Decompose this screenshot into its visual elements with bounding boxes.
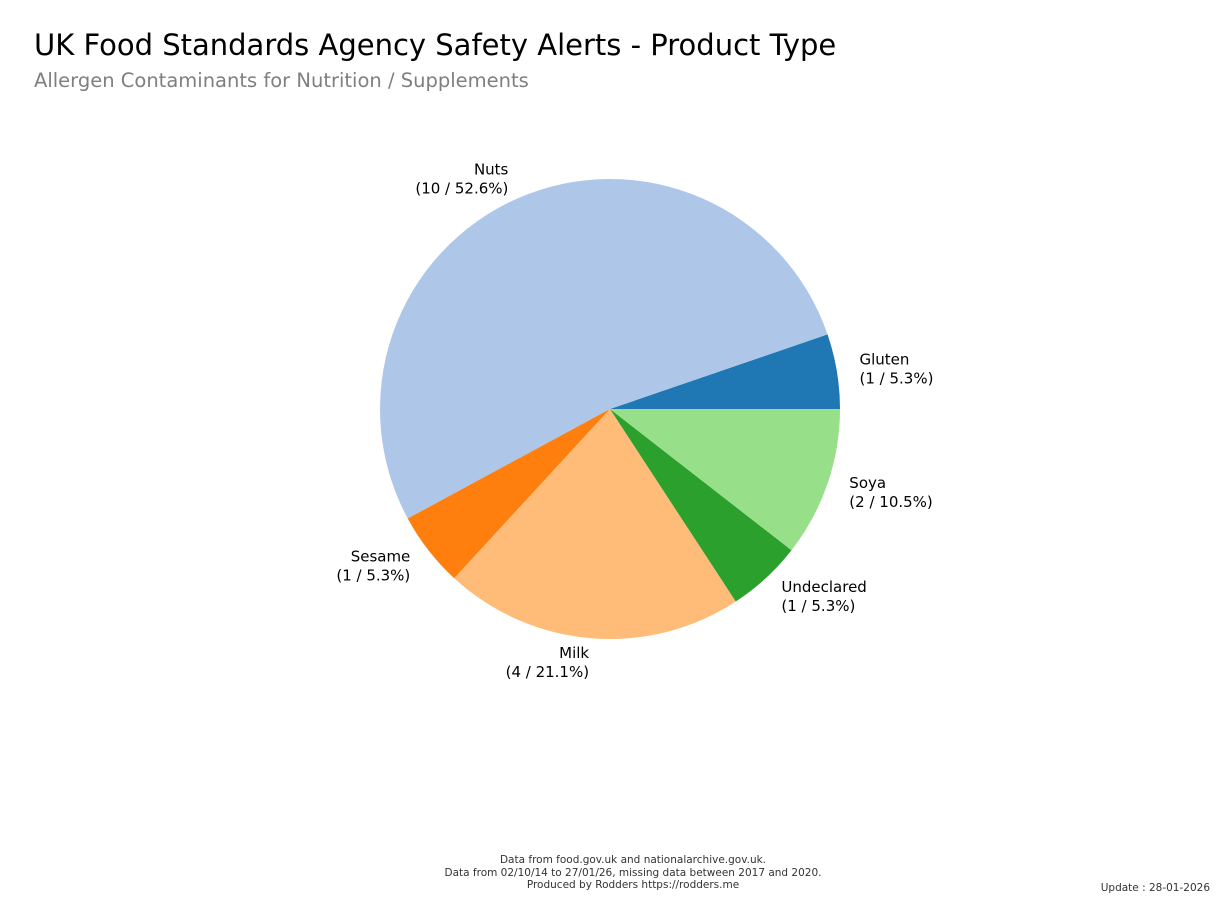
pie-slice-nuts [380,179,828,519]
pie-slice-gluten [610,334,840,409]
footer-source-line: Data from food.gov.uk and nationalarchiv… [499,854,767,866]
pie-slice-undeclared [610,409,792,602]
pie-label-milk: Milk (4 / 21.1%) [506,644,590,681]
update-date: Update : 28-01-2026 [1100,882,1210,894]
pie-slice-soya [610,409,840,551]
pie-label-nuts: Nuts (10 / 52.6%) [415,160,508,197]
pie-label-soya: Soya (2 / 10.5%) [849,474,933,511]
pie-label-undeclared: Undeclared (1 / 5.3%) [781,578,866,615]
footer-credit-line: Produced by Rodders https://rodders.me [526,879,740,891]
pie-slice-milk [454,409,736,640]
pie-label-sesame: Sesame (1 / 5.3%) [336,547,410,584]
footer-notes: Data from food.gov.uk and nationalarchiv… [0,854,1220,892]
chart-subtitle: Allergen Contaminants for Nutrition / Su… [34,69,529,92]
pie-label-gluten: Gluten (1 / 5.3%) [860,350,934,387]
footer-range-line: Data from 02/10/14 to 27/01/26, missing … [444,866,822,879]
pie-slice-sesame [407,409,610,579]
chart-title: UK Food Standards Agency Safety Alerts -… [34,28,837,62]
